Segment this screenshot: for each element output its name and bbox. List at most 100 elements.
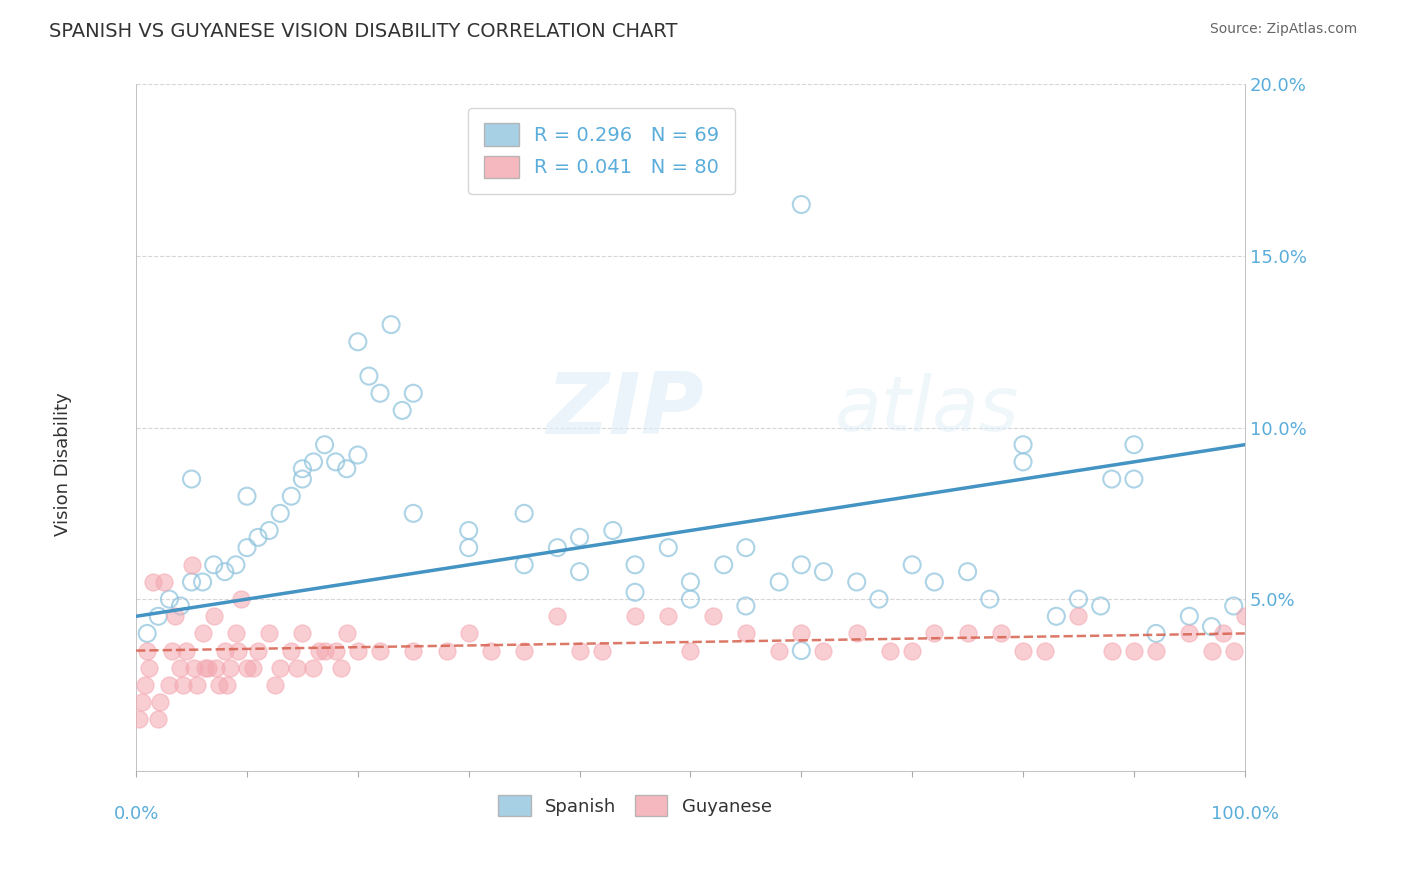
- Text: Source: ZipAtlas.com: Source: ZipAtlas.com: [1209, 22, 1357, 37]
- Point: [868, 592, 890, 607]
- Point: [1090, 599, 1112, 613]
- Point: [280, 489, 302, 503]
- Point: [257, 524, 280, 538]
- Point: [845, 626, 868, 640]
- Text: atlas: atlas: [835, 374, 1019, 448]
- Point: [513, 558, 536, 572]
- Point: [1122, 472, 1144, 486]
- Point: [1201, 619, 1223, 633]
- Point: [136, 626, 159, 640]
- Point: [208, 678, 231, 692]
- Point: [402, 386, 425, 401]
- Point: [1045, 609, 1067, 624]
- Point: [1122, 643, 1144, 657]
- Point: [734, 599, 756, 613]
- Point: [546, 609, 568, 624]
- Point: [308, 643, 330, 657]
- Point: [219, 661, 242, 675]
- Point: [457, 626, 479, 640]
- Point: [302, 455, 325, 469]
- Text: Vision Disability: Vision Disability: [55, 392, 72, 536]
- Point: [191, 574, 214, 589]
- Point: [924, 626, 946, 640]
- Point: [591, 643, 613, 657]
- Text: 100.0%: 100.0%: [1211, 805, 1279, 823]
- Point: [768, 574, 790, 589]
- Point: [679, 574, 702, 589]
- Point: [624, 585, 647, 599]
- Point: [194, 661, 217, 675]
- Point: [956, 626, 979, 640]
- Point: [1067, 592, 1090, 607]
- Point: [790, 643, 813, 657]
- Point: [1122, 438, 1144, 452]
- Point: [790, 558, 813, 572]
- Point: [1233, 609, 1256, 624]
- Point: [157, 592, 180, 607]
- Point: [357, 369, 380, 384]
- Point: [546, 541, 568, 555]
- Point: [1212, 626, 1234, 640]
- Point: [325, 455, 347, 469]
- Point: [347, 448, 370, 462]
- Point: [679, 643, 702, 657]
- Point: [169, 661, 191, 675]
- Point: [380, 318, 402, 332]
- Point: [242, 661, 264, 675]
- Point: [624, 558, 647, 572]
- Point: [247, 643, 270, 657]
- Point: [713, 558, 735, 572]
- Point: [1101, 643, 1123, 657]
- Point: [813, 565, 835, 579]
- Point: [314, 438, 336, 452]
- Point: [790, 197, 813, 211]
- Point: [191, 626, 214, 640]
- Point: [347, 334, 370, 349]
- Text: 0.0%: 0.0%: [114, 805, 159, 823]
- Point: [336, 461, 359, 475]
- Point: [790, 626, 813, 640]
- Point: [1201, 643, 1223, 657]
- Point: [247, 530, 270, 544]
- Point: [215, 678, 238, 692]
- Point: [1222, 599, 1244, 613]
- Point: [172, 678, 194, 692]
- Point: [1012, 455, 1035, 469]
- Point: [183, 661, 205, 675]
- Point: [236, 489, 259, 503]
- Point: [568, 565, 591, 579]
- Point: [180, 558, 202, 572]
- Point: [314, 643, 336, 657]
- Point: [214, 643, 236, 657]
- Point: [180, 574, 202, 589]
- Point: [138, 661, 160, 675]
- Point: [225, 558, 247, 572]
- Point: [1144, 626, 1167, 640]
- Point: [679, 592, 702, 607]
- Point: [263, 678, 285, 692]
- Point: [285, 661, 308, 675]
- Point: [402, 507, 425, 521]
- Point: [402, 643, 425, 657]
- Point: [391, 403, 413, 417]
- Point: [153, 574, 176, 589]
- Legend: Spanish, Guyanese: Spanish, Guyanese: [491, 789, 779, 823]
- Point: [1144, 643, 1167, 657]
- Point: [148, 609, 170, 624]
- Point: [157, 678, 180, 692]
- Point: [142, 574, 165, 589]
- Point: [457, 524, 479, 538]
- Point: [197, 661, 219, 675]
- Point: [291, 472, 314, 486]
- Point: [901, 558, 924, 572]
- Point: [225, 626, 247, 640]
- Point: [280, 643, 302, 657]
- Point: [879, 643, 901, 657]
- Point: [174, 643, 197, 657]
- Point: [990, 626, 1012, 640]
- Point: [160, 643, 183, 657]
- Point: [924, 574, 946, 589]
- Point: [231, 592, 253, 607]
- Point: [291, 626, 314, 640]
- Point: [1222, 643, 1244, 657]
